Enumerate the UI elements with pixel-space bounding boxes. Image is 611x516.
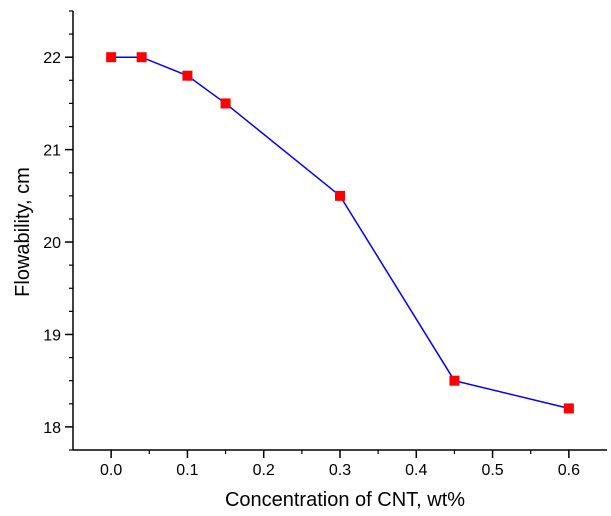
data-point — [563, 403, 574, 414]
y-tick-label: 22 — [43, 50, 61, 67]
y-tick-label: 19 — [43, 327, 61, 344]
y-tick-label: 20 — [43, 235, 61, 252]
x-tick-label: 0.3 — [329, 462, 351, 479]
series-line — [111, 56, 570, 410]
y-axis-label: Flowability, cm — [12, 167, 34, 297]
plot-frame — [72, 11, 607, 451]
x-tick-label: 0.4 — [405, 462, 427, 479]
x-axis: 0.0 0.1 0.2 0.3 0.4 0.5 0.6 — [100, 450, 580, 479]
x-tick-label: 0.1 — [176, 462, 198, 479]
data-point — [220, 98, 231, 109]
data-point — [182, 70, 193, 81]
y-axis: 18 19 20 21 22 — [43, 10, 73, 451]
data-point — [106, 52, 117, 63]
x-tick-label: 0.6 — [558, 462, 580, 479]
data-point — [449, 375, 460, 386]
data-point — [136, 52, 147, 63]
x-tick-label: 0.5 — [481, 462, 503, 479]
x-tick-label: 0.2 — [253, 462, 275, 479]
series-group — [106, 52, 574, 414]
x-tick-label: 0.0 — [100, 462, 122, 479]
x-axis-label: Concentration of CNT, wt% — [225, 489, 465, 511]
data-point — [335, 190, 345, 201]
y-tick-label: 21 — [43, 143, 61, 160]
y-tick-label: 18 — [43, 420, 61, 437]
